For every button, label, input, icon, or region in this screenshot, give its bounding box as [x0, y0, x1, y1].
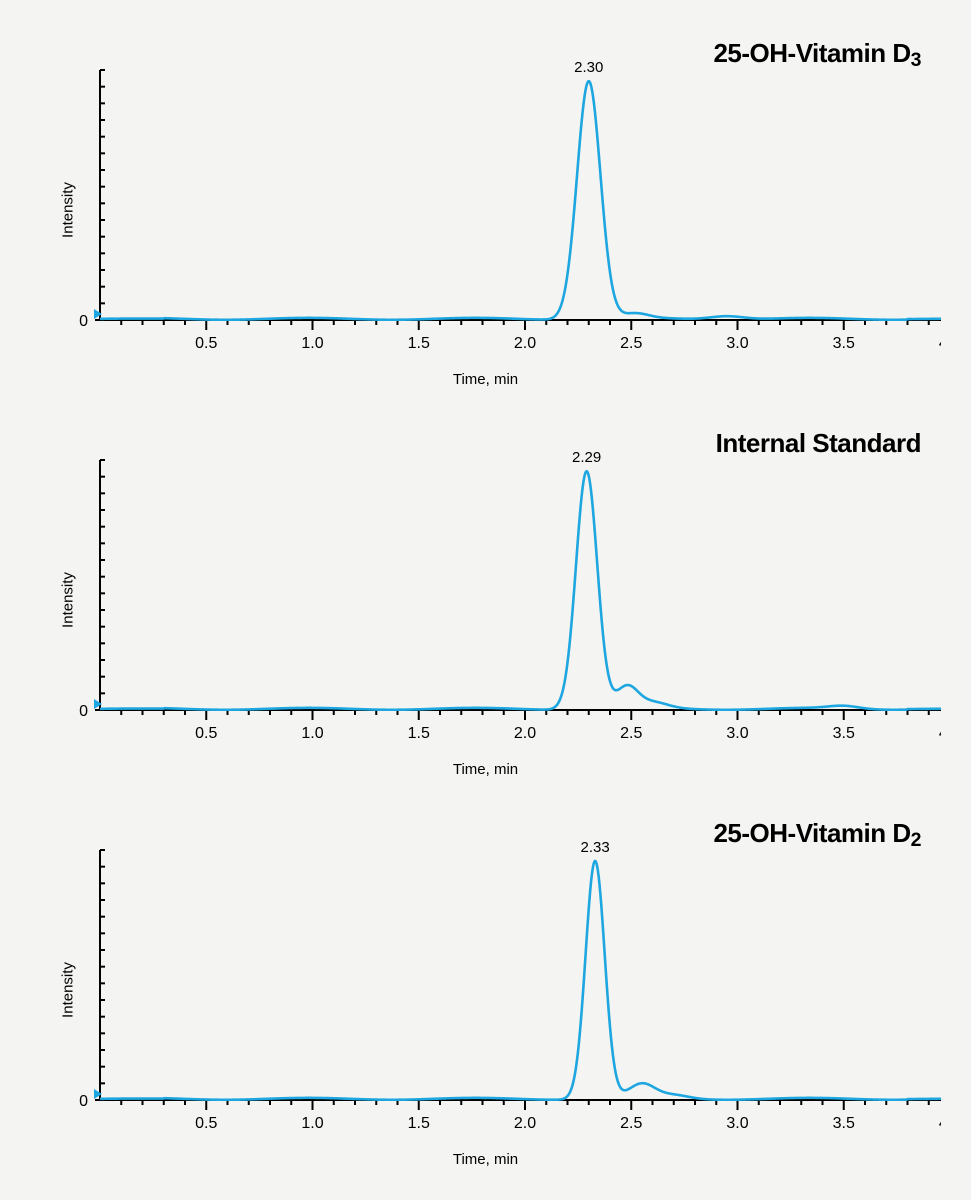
x-tick-label: 0.5 [195, 335, 217, 352]
panel-title: 25-OH-Vitamin D3 [713, 38, 921, 69]
y-axis-label: Intensity [59, 182, 76, 238]
x-tick-label: 2.0 [514, 335, 536, 352]
x-tick-label: 4.0 [939, 725, 941, 742]
panel-title-text: 25-OH-Vitamin D [713, 38, 910, 68]
chromatogram-panel: Internal Standard Intensity Time, min 0.5 1.… [30, 420, 941, 780]
x-tick-label: 3.5 [833, 1115, 855, 1132]
y-axis-label: Intensity [59, 962, 76, 1018]
y-axis-label: Intensity [59, 572, 76, 628]
x-tick-label: 2.5 [620, 335, 642, 352]
panel-title: Internal Standard [716, 428, 921, 459]
y-tick-label: 0 [79, 703, 88, 720]
chromatogram-panel: 25-OH-Vitamin D3 Intensity Time, min 0.5 1.0… [30, 30, 941, 390]
x-tick-label: 4.0 [939, 335, 941, 352]
x-tick-label: 0.5 [195, 725, 217, 742]
panel-title-text: 25-OH-Vitamin D [713, 818, 910, 848]
chromatogram-trace [100, 861, 941, 1100]
y-tick-label: 0 [79, 313, 88, 330]
chromatogram-trace [100, 471, 941, 710]
panel-title-subscript: 3 [911, 49, 921, 71]
x-tick-label: 2.0 [514, 1115, 536, 1132]
x-tick-label: 1.5 [408, 1115, 430, 1132]
x-tick-label: 0.5 [195, 1115, 217, 1132]
x-axis-label: Time, min [453, 761, 518, 778]
peak-label: 2.29 [572, 449, 601, 466]
x-tick-label: 3.0 [726, 1115, 748, 1132]
x-tick-label: 3.0 [726, 725, 748, 742]
x-tick-label: 3.5 [833, 725, 855, 742]
x-tick-label: 1.0 [301, 1115, 323, 1132]
peak-label: 2.33 [581, 839, 610, 856]
chromatogram-svg: 0.5 1.0 1.5 2.0 2.5 3.0 3.5 4.0 0 2.33 [30, 810, 941, 1170]
x-tick-label: 1.5 [408, 335, 430, 352]
x-tick-label: 1.0 [301, 725, 323, 742]
chromatogram-svg: 0.5 1.0 1.5 2.0 2.5 3.0 3.5 4.0 0 2.30 [30, 30, 941, 390]
chromatogram-panel: 25-OH-Vitamin D2 Intensity Time, min 0.5 1.0… [30, 810, 941, 1170]
panel-title-text: Internal Standard [716, 428, 921, 458]
x-tick-label: 3.0 [726, 335, 748, 352]
x-tick-label: 1.0 [301, 335, 323, 352]
y-tick-label: 0 [79, 1093, 88, 1110]
x-axis-label: Time, min [453, 1151, 518, 1168]
x-tick-label: 3.5 [833, 335, 855, 352]
panel-title-subscript: 2 [911, 829, 921, 851]
x-tick-label: 1.5 [408, 725, 430, 742]
x-axis-label: Time, min [453, 371, 518, 388]
x-tick-label: 2.0 [514, 725, 536, 742]
peak-label: 2.30 [574, 59, 603, 76]
chromatogram-svg: 0.5 1.0 1.5 2.0 2.5 3.0 3.5 4.0 0 2.29 [30, 420, 941, 780]
x-tick-label: 2.5 [620, 725, 642, 742]
panel-title: 25-OH-Vitamin D2 [713, 818, 921, 849]
chromatogram-trace [100, 81, 941, 319]
x-tick-label: 4.0 [939, 1115, 941, 1132]
x-tick-label: 2.5 [620, 1115, 642, 1132]
